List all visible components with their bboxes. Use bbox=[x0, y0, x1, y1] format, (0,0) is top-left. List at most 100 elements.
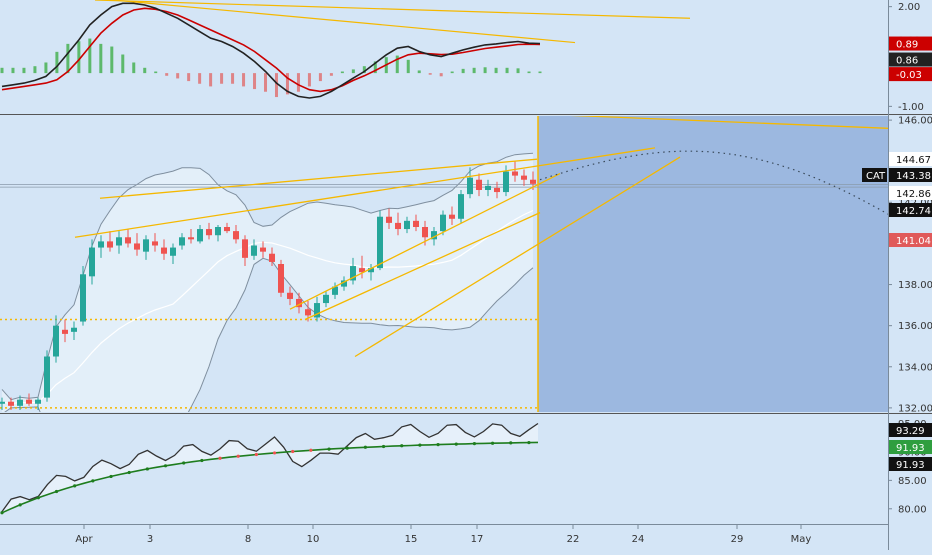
trend-line-5[interactable] bbox=[304, 212, 541, 321]
candle[interactable] bbox=[332, 282, 338, 299]
candle[interactable] bbox=[215, 224, 221, 242]
macd-histogram-bar[interactable] bbox=[439, 73, 443, 77]
candle[interactable] bbox=[71, 321, 77, 341]
macd-histogram-bar[interactable] bbox=[351, 69, 355, 74]
trend-line-3[interactable] bbox=[354, 156, 681, 358]
candle[interactable] bbox=[143, 235, 149, 260]
macd-histogram-bar[interactable] bbox=[132, 62, 136, 74]
candle[interactable] bbox=[395, 212, 401, 236]
bollinger-basis[interactable] bbox=[1, 209, 534, 405]
macd-histogram-bar[interactable] bbox=[110, 46, 114, 74]
macd-histogram-bar[interactable] bbox=[329, 73, 333, 76]
candle[interactable] bbox=[350, 257, 356, 285]
candle[interactable] bbox=[278, 259, 284, 297]
macd-histogram-bar[interactable] bbox=[505, 67, 509, 74]
macd-histogram-bar[interactable] bbox=[417, 70, 421, 74]
price-pane[interactable] bbox=[0, 107, 890, 462]
candle[interactable] bbox=[44, 350, 50, 402]
candle[interactable] bbox=[0, 397, 5, 410]
candle[interactable] bbox=[17, 395, 23, 410]
candle[interactable] bbox=[125, 229, 131, 248]
candle[interactable] bbox=[512, 161, 518, 182]
candle[interactable] bbox=[89, 239, 95, 285]
candle[interactable] bbox=[377, 210, 383, 271]
trend-line-0[interactable] bbox=[74, 147, 656, 238]
macd-pane[interactable] bbox=[0, 0, 691, 99]
candle[interactable] bbox=[80, 266, 86, 326]
macd-histogram-bar[interactable] bbox=[318, 73, 322, 82]
macd-histogram-bar[interactable] bbox=[33, 66, 37, 74]
candle[interactable] bbox=[413, 214, 419, 232]
candle[interactable] bbox=[359, 255, 365, 279]
macd-histogram-bar[interactable] bbox=[88, 38, 92, 74]
candle[interactable] bbox=[161, 239, 167, 260]
macd-histogram-bar[interactable] bbox=[55, 51, 59, 74]
macd-histogram-bar[interactable] bbox=[483, 67, 487, 74]
macd-histogram-bar[interactable] bbox=[22, 67, 26, 74]
macd-histogram-bar[interactable] bbox=[340, 71, 344, 74]
macd-histogram-bar[interactable] bbox=[77, 41, 81, 74]
candle[interactable] bbox=[386, 208, 392, 230]
macd-histogram-bar[interactable] bbox=[187, 73, 191, 82]
candle[interactable] bbox=[287, 286, 293, 306]
candle[interactable] bbox=[107, 231, 113, 252]
macd-trend-line-0[interactable] bbox=[94, 0, 691, 19]
candle[interactable] bbox=[368, 264, 374, 281]
rsi-pane[interactable] bbox=[0, 422, 539, 515]
macd-histogram-bar[interactable] bbox=[209, 73, 213, 87]
candle[interactable] bbox=[404, 216, 410, 234]
candle[interactable] bbox=[188, 229, 194, 244]
macd-histogram-bar[interactable] bbox=[472, 67, 476, 74]
macd-signal-line[interactable] bbox=[1, 7, 541, 93]
macd-histogram-bar[interactable] bbox=[143, 67, 147, 74]
candle[interactable] bbox=[35, 397, 41, 410]
macd-line[interactable] bbox=[1, 2, 541, 99]
candle[interactable] bbox=[224, 222, 230, 234]
candle[interactable] bbox=[269, 247, 275, 267]
macd-histogram-bar[interactable] bbox=[121, 54, 125, 74]
macd-histogram-bar[interactable] bbox=[296, 73, 300, 92]
macd-histogram-bar[interactable] bbox=[373, 61, 377, 74]
candle[interactable] bbox=[53, 315, 59, 363]
candle[interactable] bbox=[323, 290, 329, 308]
candle[interactable] bbox=[494, 181, 500, 199]
macd-histogram-bar[interactable] bbox=[253, 73, 257, 90]
macd-histogram-bar[interactable] bbox=[362, 66, 366, 74]
candle[interactable] bbox=[314, 296, 320, 322]
macd-histogram-bar[interactable] bbox=[176, 73, 180, 79]
macd-histogram-bar[interactable] bbox=[231, 73, 235, 84]
projection-path[interactable] bbox=[539, 150, 890, 215]
candle[interactable] bbox=[116, 231, 122, 254]
macd-histogram-bar[interactable] bbox=[220, 73, 224, 84]
macd-histogram-bar[interactable] bbox=[274, 73, 278, 98]
candle[interactable] bbox=[62, 319, 68, 343]
macd-histogram-bar[interactable] bbox=[406, 59, 410, 74]
macd-histogram-bar[interactable] bbox=[527, 71, 531, 74]
candle[interactable] bbox=[341, 276, 347, 291]
macd-trend-line-1[interactable] bbox=[95, 0, 576, 44]
candle[interactable] bbox=[206, 222, 212, 240]
candle[interactable] bbox=[521, 169, 527, 186]
candle[interactable] bbox=[251, 239, 257, 260]
candle[interactable] bbox=[8, 397, 14, 410]
macd-histogram-bar[interactable] bbox=[450, 71, 454, 74]
macd-histogram-bar[interactable] bbox=[99, 43, 103, 74]
candle[interactable] bbox=[233, 224, 239, 244]
trend-line-2[interactable] bbox=[289, 172, 561, 310]
macd-histogram-bar[interactable] bbox=[494, 67, 498, 74]
trend-line-1[interactable] bbox=[99, 158, 538, 199]
macd-histogram-bar[interactable] bbox=[538, 71, 542, 74]
macd-histogram-bar[interactable] bbox=[395, 55, 399, 74]
macd-histogram-bar[interactable] bbox=[11, 67, 15, 74]
candle[interactable] bbox=[134, 233, 140, 256]
candle[interactable] bbox=[152, 233, 158, 252]
macd-histogram-bar[interactable] bbox=[198, 73, 202, 84]
candle[interactable] bbox=[260, 241, 266, 258]
candle[interactable] bbox=[458, 190, 464, 223]
candle[interactable] bbox=[197, 224, 203, 244]
candle[interactable] bbox=[296, 292, 302, 314]
macd-histogram-bar[interactable] bbox=[165, 73, 169, 76]
candle[interactable] bbox=[242, 235, 248, 267]
bollinger-lower[interactable] bbox=[2, 257, 534, 462]
